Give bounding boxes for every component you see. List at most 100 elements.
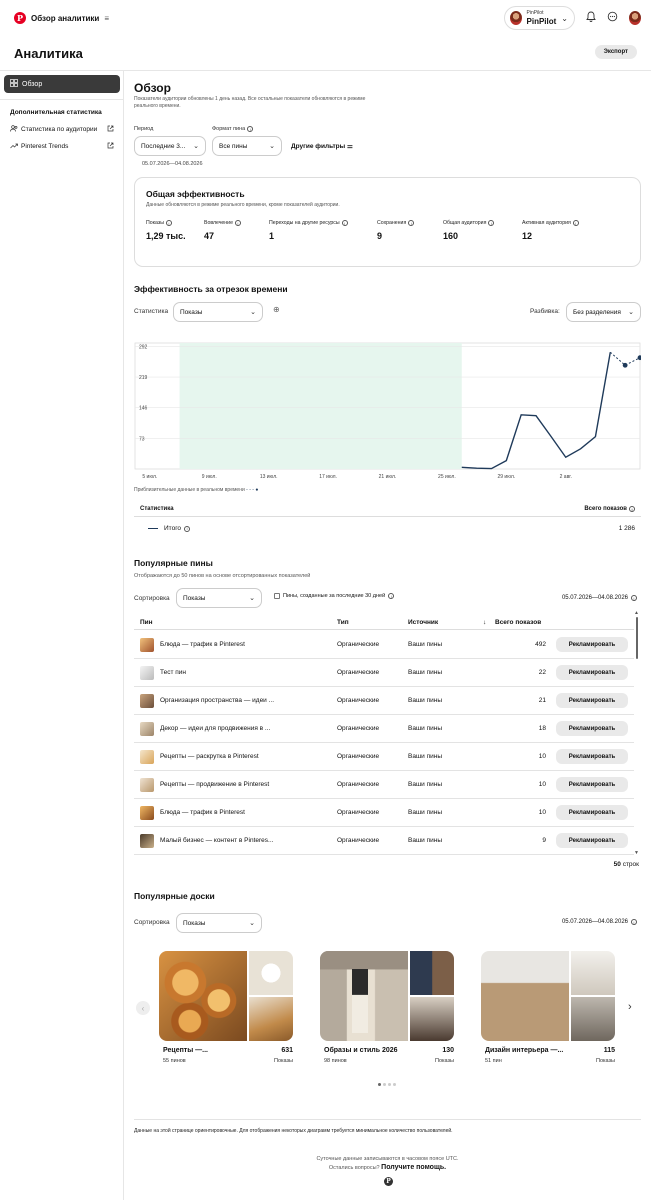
pinterest-logo-icon[interactable]: P [14,12,26,24]
board-value: 130 [442,1047,454,1054]
split-value: Без разделения [573,308,621,316]
board-card[interactable]: Образы и стиль 2026 98 пинов 130 Показы [320,951,454,1064]
period-select[interactable]: Последние 3... ⌄ [134,136,206,156]
next-arrow-icon[interactable]: › [628,1001,632,1013]
promote-button[interactable]: Рекламировать [556,721,628,736]
format-select[interactable]: Все пины ⌄ [212,136,282,156]
pins-sort-select[interactable]: Показы ⌄ [176,588,262,608]
scroll-down-icon[interactable]: ▼ [634,850,639,856]
sidebar-item-audience[interactable]: Статистика по аудитории [10,125,114,134]
promote-button[interactable]: Рекламировать [556,693,628,708]
split-select[interactable]: Без разделения ⌄ [566,302,641,322]
pin-source: Ваши пины [408,641,443,648]
menu-icon[interactable]: ≡ [104,13,109,23]
board-image-side [571,951,615,995]
export-button[interactable]: Экспорт [594,45,637,59]
info-icon[interactable]: i [184,525,191,532]
pin-name[interactable]: Рецепты — продвижение в Pinterest [160,781,270,788]
pin-name[interactable]: Организация пространства — идеи ... [160,697,275,704]
pin-impressions: 21 [538,697,546,704]
board-card[interactable]: Дизайн интерьера —... 51 пин 115 Показы [481,951,615,1064]
col-type[interactable]: Тип [337,619,349,626]
info-icon[interactable]: i [388,593,395,599]
add-metric-icon[interactable]: ⊕ [273,305,280,314]
pin-thumbnail[interactable] [140,778,154,792]
boards-sort-select[interactable]: Показы ⌄ [176,913,262,933]
pinterest-logo-icon[interactable]: P [384,1177,393,1186]
prev-arrow-icon[interactable]: ‹ [136,1001,150,1015]
table-row[interactable]: Малый бизнес — контент в Pinteres... Орга… [134,827,634,855]
carousel-dot[interactable] [388,1083,391,1086]
metric-saves: Сохранения i 9 [377,220,415,241]
info-icon[interactable]: i [488,220,495,226]
stat-select[interactable]: Показы ⌄ [173,302,263,322]
col-total[interactable]: Всего показов [495,619,542,626]
checkbox[interactable] [274,593,280,599]
table-row[interactable]: Тест пин Органические Ваши пины 22 Рекламиро… [134,659,634,687]
carousel-dot[interactable] [378,1083,381,1086]
info-icon[interactable]: i [341,220,348,226]
info-icon[interactable]: i [234,220,241,226]
pin-thumbnail[interactable] [140,806,154,820]
board-cover [320,951,454,1041]
carousel-dot[interactable] [383,1083,386,1086]
pin-name[interactable]: Блюда — трафик в Pinterest [160,809,245,816]
info-icon[interactable]: i [572,220,579,226]
sidebar-item-trends[interactable]: Pinterest Trends [10,142,114,151]
pin-name[interactable]: Малый бизнес — контент в Pinteres... [160,837,274,844]
sidebar-item-overview[interactable]: Обзор [4,75,120,93]
brand[interactable]: P Обзор аналитики ≡ [14,12,109,24]
other-filters-button[interactable]: Другие фильтры ⚌ [291,142,353,150]
scroll-up-icon[interactable]: ▲ [634,610,639,616]
recent-pins-checkbox[interactable]: Пины, созданные за последние 30 дней i [274,593,395,599]
messages-icon[interactable] [607,11,618,25]
info-icon[interactable]: i [631,595,637,601]
table-scrollbar[interactable] [636,617,638,853]
info-icon[interactable]: i [247,126,254,132]
pin-thumbnail[interactable] [140,750,154,764]
table-row[interactable]: Декор — идеи для продвижения в ... Органи… [134,715,634,743]
promote-button[interactable]: Рекламировать [556,805,628,820]
promote-button[interactable]: Рекламировать [556,749,628,764]
pin-thumbnail[interactable] [140,694,154,708]
promote-button[interactable]: Рекламировать [556,637,628,652]
info-icon[interactable]: i [165,220,172,226]
stats-header-right: Всего показов [584,506,627,512]
sort-desc-icon[interactable]: ↓ [483,619,487,626]
promote-button[interactable]: Рекламировать [556,777,628,792]
pin-thumbnail[interactable] [140,638,154,652]
table-row[interactable]: Рецепты — раскрутка в Pinterest Органичес… [134,743,634,771]
footer-disclaimer: Данные на этой странице ориентировочные.… [134,1128,453,1134]
stats-table-header: Статистика Всего показов i [134,501,641,517]
bell-icon[interactable] [586,11,596,25]
profile-avatar[interactable] [629,11,641,25]
promote-button[interactable]: Рекламировать [556,833,628,848]
board-pins: 51 пин [485,1058,502,1064]
promote-button[interactable]: Рекламировать [556,665,628,680]
scrollbar-thumb[interactable] [636,617,638,659]
table-row[interactable]: Рецепты — продвижение в Pinterest Органич… [134,771,634,799]
footer-help: Остались вопросы? Получите помощь. [134,1164,641,1171]
pin-name[interactable]: Тест пин [160,669,186,676]
pins-sort-value: Показы [183,594,206,602]
col-source[interactable]: Источник [408,619,439,626]
pin-thumbnail[interactable] [140,722,154,736]
board-card[interactable]: Рецепты —... 55 пинов 631 Показы [159,951,293,1064]
pin-name[interactable]: Блюда — трафик в Pinterest [160,641,245,648]
col-pin[interactable]: Пин [140,619,153,626]
info-icon[interactable]: i [408,220,415,226]
info-icon[interactable]: i [629,506,635,512]
table-row[interactable]: Организация пространства — идеи ... Орган… [134,687,634,715]
pin-thumbnail[interactable] [140,834,154,848]
account-switcher[interactable]: PinPilot PinPilot ⌄ [503,6,575,30]
pin-thumbnail[interactable] [140,666,154,680]
table-row[interactable]: Блюда — трафик в Pinterest Органические Ва… [134,631,634,659]
carousel-dot[interactable] [393,1083,396,1086]
pin-source: Ваши пины [408,809,443,816]
pin-name[interactable]: Рецепты — раскрутка в Pinterest [160,753,259,760]
pins-date-value: 05.07.2026—04.08.2026 [561,595,628,601]
help-link[interactable]: Получите помощь. [381,1164,447,1171]
info-icon[interactable]: i [631,919,637,925]
pin-name[interactable]: Декор — идеи для продвижения в ... [160,725,271,732]
table-row[interactable]: Блюда — трафик в Pinterest Органические Ва… [134,799,634,827]
